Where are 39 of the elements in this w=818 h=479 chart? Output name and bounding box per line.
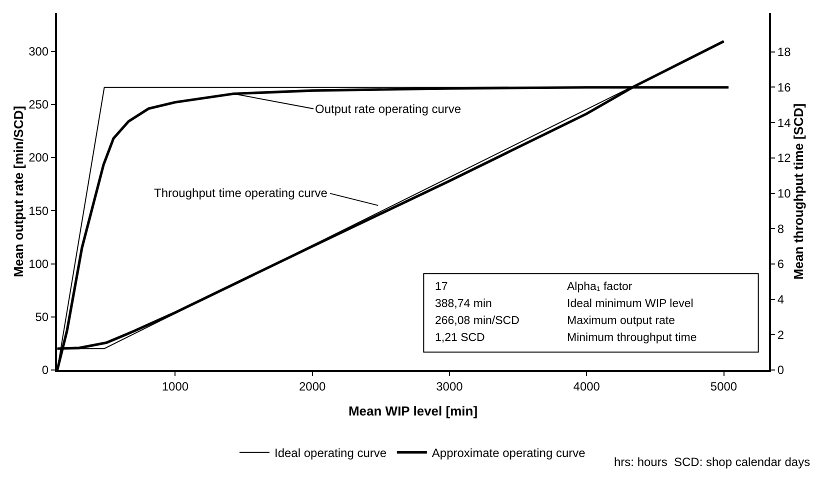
x-tick-label: 2000 [298,379,326,394]
annotation: 266,08 min/SCD [435,315,520,327]
x-tick-label: 1000 [162,379,189,394]
legend-label: Ideal operating curve [274,446,387,460]
y-tick-label: 0 [42,363,49,378]
annotation: Maximum output rate [567,315,676,327]
y2-tick-label: 14 [777,116,792,130]
y2-axis-title: Mean throughput time [SCD] [791,103,806,280]
y-tick-label: 100 [28,256,49,271]
y2-tick-label: 16 [777,80,792,94]
y2-tick-label: 18 [777,45,792,60]
y-tick-label: 250 [28,98,49,112]
y2-tick-label: 6 [777,257,784,272]
x-tick-label: 4000 [573,379,600,394]
x-axis-title: Mean WIP level [min] [348,404,478,418]
y-tick-label: 200 [28,150,49,165]
annotation: 1,21 SCD [435,332,485,344]
y2-tick-label: 0 [777,363,784,378]
annotation: 17 [435,281,448,293]
y2-tick-label: 4 [777,292,784,307]
y2-tick-label: 10 [777,186,792,200]
legend-label: Approximate operating curve [432,446,586,460]
y-tick-label: 150 [28,204,49,218]
y2-tick-label: 2 [777,328,784,342]
annotation: 388,74 min [435,298,492,310]
y-axis-title: Mean output rate [min/SCD] [11,106,26,278]
annotation: Alpha₁ factor [567,281,632,293]
annotation: Output rate operating curve [315,102,462,116]
y2-tick-label: 8 [777,222,784,236]
x-tick-label: 5000 [710,379,738,394]
x-tick-label: 3000 [436,379,464,394]
text: SCD: shop calendar days [674,455,810,469]
annotation: Ideal minimum WIP level [567,298,694,310]
text: hrs: hours [614,455,668,469]
y-tick-label: 300 [28,44,49,58]
y-tick-label: 50 [35,310,49,324]
annotation: Throughput time operating curve [154,186,328,200]
y2-tick-label: 12 [777,151,792,166]
annotation: Minimum throughput time [567,332,697,344]
